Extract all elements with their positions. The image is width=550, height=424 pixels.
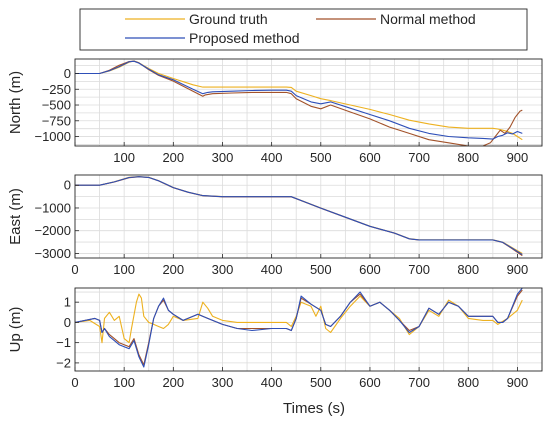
series-line-normal-method [75, 60, 523, 146]
y-tick-label: −250 [42, 82, 71, 97]
x-tick-label: 300 [212, 150, 234, 165]
y-tick-label: −1000 [34, 200, 71, 215]
x-tick-label: 800 [457, 150, 479, 165]
axes-frame [74, 58, 543, 147]
x-tick-label: 700 [408, 375, 430, 390]
x-tick-label: 300 [212, 262, 234, 277]
y-tick-label: 0 [64, 66, 71, 81]
y-axis-label: East (m) [7, 188, 24, 245]
series-line-proposed-method [75, 60, 523, 140]
x-axis-label: Times (s) [283, 400, 345, 417]
series-line-proposed-method [75, 288, 523, 368]
x-tick-label: 500 [310, 150, 332, 165]
legend-entry-label: Normal method [380, 11, 476, 27]
y-tick-label: −2000 [34, 223, 71, 238]
x-tick-label: 400 [261, 375, 283, 390]
x-tick-label: 900 [507, 375, 529, 390]
x-tick-label: 400 [261, 262, 283, 277]
y-tick-label: −500 [42, 98, 71, 113]
y-axis-label: Up (m) [7, 307, 24, 353]
series-line-normal-method [75, 176, 523, 257]
legend-entry-label: Proposed method [189, 30, 300, 46]
x-tick-label: 600 [359, 150, 381, 165]
y-axis-label: North (m) [7, 71, 24, 134]
series-line-proposed-method [75, 176, 523, 256]
x-tick-label: 400 [261, 150, 283, 165]
x-tick-label: 200 [162, 375, 184, 390]
x-tick-label: 600 [359, 262, 381, 277]
y-tick-label: −1000 [34, 129, 71, 144]
x-tick-label: 100 [113, 262, 135, 277]
x-tick-label: 800 [457, 262, 479, 277]
x-tick-label: 900 [507, 150, 529, 165]
legend: Ground truth Normal method Proposed method [79, 8, 528, 51]
x-tick-label: 100 [113, 375, 135, 390]
x-tick-label: 800 [457, 375, 479, 390]
x-tick-label: 300 [212, 375, 234, 390]
y-tick-label: 0 [64, 178, 71, 193]
y-tick-label: −750 [42, 113, 71, 128]
x-tick-label: 0 [71, 375, 78, 390]
axes-frame [74, 287, 543, 372]
x-tick-label: 0 [71, 262, 78, 277]
y-tick-label: −3000 [34, 246, 71, 261]
x-tick-label: 700 [408, 150, 430, 165]
series-line-ground-truth [75, 293, 523, 344]
x-tick-label: 700 [408, 262, 430, 277]
x-tick-label: 500 [310, 262, 332, 277]
legend-entry-label: Ground truth [189, 11, 268, 27]
y-tick-label: 1 [64, 295, 71, 310]
panel-1: 0−250−500−750−1000 100 200 300 400 500 600 700 8… [7, 58, 543, 165]
y-tick-label: 0 [64, 315, 71, 330]
y-tick-label: −2 [56, 355, 71, 370]
x-tick-label: 100 [113, 150, 135, 165]
x-tick-label: 600 [359, 375, 381, 390]
axes-frame [74, 174, 543, 259]
legend-box [79, 8, 528, 51]
x-tick-label: 900 [507, 262, 529, 277]
y-tick-label: −1 [56, 335, 71, 350]
x-tick-label: 500 [310, 375, 332, 390]
x-tick-label: 200 [162, 150, 184, 165]
x-tick-label: 200 [162, 262, 184, 277]
